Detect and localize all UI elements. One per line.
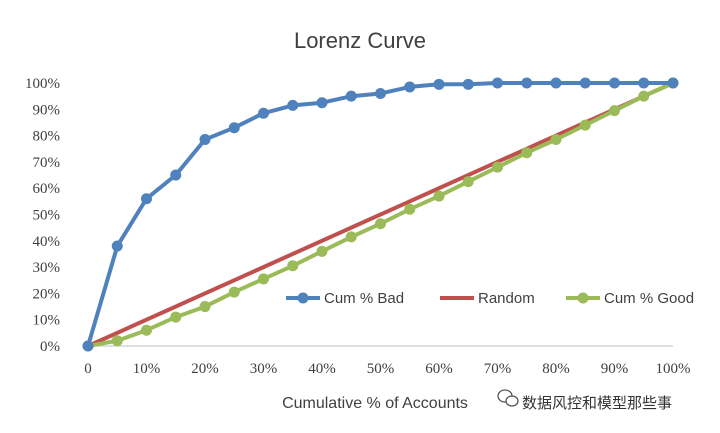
x-tick-label: 0 bbox=[84, 361, 92, 377]
data-point-cum-good bbox=[550, 134, 562, 146]
data-point-cum-bad bbox=[316, 97, 328, 109]
y-tick-label: 60% bbox=[33, 181, 61, 197]
data-point-cum-bad bbox=[199, 134, 211, 146]
data-point-cum-bad bbox=[170, 169, 182, 181]
wechat-icon bbox=[497, 389, 519, 407]
x-tick-label: 20% bbox=[191, 361, 219, 377]
data-point-cum-good bbox=[199, 301, 211, 313]
data-point-cum-good bbox=[375, 218, 386, 230]
data-point-cum-bad bbox=[462, 78, 474, 90]
y-tick-label: 100% bbox=[25, 76, 60, 92]
x-axis-ticks: 0 10% 20% 30% 40% 50% 60% 70% 80% 90% 100% bbox=[84, 361, 690, 377]
data-point-cum-bad bbox=[521, 77, 533, 89]
y-tick-label: 50% bbox=[33, 208, 61, 224]
data-point-cum-bad bbox=[433, 78, 445, 90]
x-tick-label: 60% bbox=[425, 361, 453, 377]
x-tick-label: 50% bbox=[367, 361, 395, 377]
x-tick-label: 10% bbox=[133, 361, 161, 377]
x-tick-label: 30% bbox=[250, 361, 278, 377]
x-tick-label: 90% bbox=[601, 361, 629, 377]
y-tick-label: 90% bbox=[33, 102, 61, 118]
data-point-cum-bad bbox=[141, 193, 152, 205]
data-point-cum-bad bbox=[579, 77, 591, 89]
data-point-cum-good bbox=[111, 335, 123, 347]
data-point-cum-good bbox=[345, 231, 357, 243]
x-axis-label: Cumulative % of Accounts bbox=[282, 395, 468, 412]
data-point-cum-bad bbox=[638, 77, 650, 89]
legend-marker-cum-good bbox=[577, 292, 589, 304]
watermark-text: 数据风控和模型那些事 bbox=[522, 394, 672, 412]
data-point-cum-good bbox=[404, 203, 416, 215]
y-tick-label: 20% bbox=[33, 286, 61, 302]
x-tick-label: 70% bbox=[484, 361, 512, 377]
data-point-cum-good bbox=[579, 119, 591, 131]
y-tick-label: 30% bbox=[33, 260, 61, 276]
data-point-cum-bad bbox=[111, 240, 123, 252]
y-tick-label: 0% bbox=[40, 339, 60, 355]
legend-marker-cum-bad bbox=[297, 292, 309, 304]
y-tick-label: 80% bbox=[33, 129, 61, 145]
data-point-cum-good bbox=[170, 311, 182, 323]
y-tick-label: 70% bbox=[33, 155, 61, 171]
data-point-cum-bad bbox=[550, 77, 562, 89]
series-line-random bbox=[86, 81, 675, 348]
data-point-cum-bad bbox=[492, 77, 503, 89]
data-point-cum-bad bbox=[375, 88, 386, 100]
y-tick-label: 40% bbox=[33, 234, 61, 250]
watermark: 数据风控和模型那些事 bbox=[497, 389, 672, 412]
data-point-cum-bad bbox=[228, 122, 240, 134]
data-point-cum-good bbox=[258, 273, 269, 285]
data-point-cum-bad bbox=[345, 90, 357, 102]
data-point-cum-bad bbox=[404, 81, 416, 93]
data-point-cum-bad bbox=[258, 107, 269, 119]
legend-label-cum-bad: Cum % Bad bbox=[324, 290, 404, 307]
legend: Cum % Bad Random Cum % Good bbox=[286, 290, 694, 307]
data-point-cum-good bbox=[462, 176, 474, 188]
legend-label-cum-good: Cum % Good bbox=[604, 290, 694, 307]
chart-title: Lorenz Curve bbox=[294, 28, 426, 53]
y-tick-label: 10% bbox=[33, 313, 61, 329]
data-point-cum-good bbox=[492, 161, 503, 173]
data-point-cum-bad bbox=[667, 77, 679, 89]
data-point-cum-good bbox=[521, 147, 533, 159]
data-point-cum-good bbox=[638, 90, 650, 102]
x-tick-label: 80% bbox=[542, 361, 570, 377]
data-point-cum-good bbox=[433, 190, 445, 202]
legend-label-random: Random bbox=[478, 290, 535, 307]
y-axis-ticks: 0% 10% 20% 30% 40% 50% 60% 70% 80% 90% 100% bbox=[25, 76, 60, 355]
data-point-cum-bad bbox=[609, 77, 620, 89]
data-point-cum-good bbox=[287, 260, 299, 272]
x-tick-label: 40% bbox=[308, 361, 336, 377]
x-tick-label: 100% bbox=[656, 361, 691, 377]
data-point-cum-bad bbox=[82, 340, 94, 352]
data-point-cum-good bbox=[316, 245, 328, 257]
data-point-cum-good bbox=[141, 324, 152, 336]
series-layer bbox=[82, 77, 679, 352]
data-point-cum-bad bbox=[287, 99, 299, 111]
data-point-cum-good bbox=[609, 105, 620, 117]
data-point-cum-good bbox=[228, 286, 240, 298]
